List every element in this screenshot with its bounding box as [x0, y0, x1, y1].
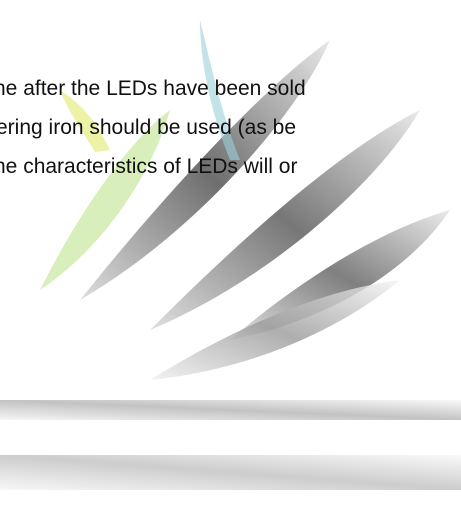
- text-line: ne after the LEDs have been sold: [0, 77, 306, 100]
- text-line: ering iron should be used (as be: [0, 116, 296, 139]
- screenshot: ne after the LEDs have been sold ering i…: [0, 0, 461, 518]
- text-line: ne characteristics of LEDs will or: [0, 155, 297, 178]
- noise-bar: [0, 400, 461, 420]
- noise-bar: [0, 455, 461, 490]
